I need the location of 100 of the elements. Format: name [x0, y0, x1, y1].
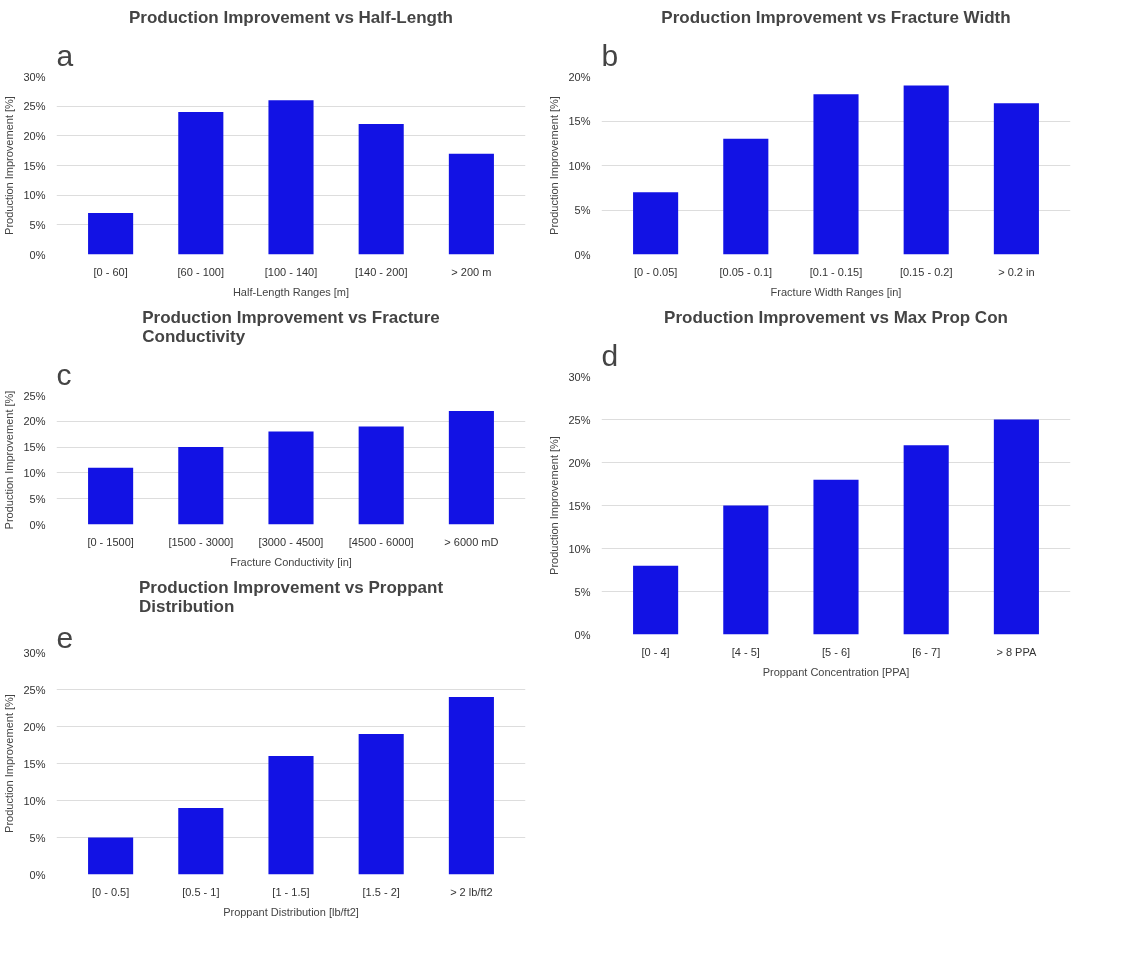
x-tick-label: [100 - 140]: [264, 265, 318, 278]
x-axis-title: Fracture Width Ranges [in]: [770, 285, 902, 298]
x-tick-label: > 8 PPA: [996, 645, 1037, 658]
y-tick-label: 5%: [574, 204, 591, 216]
y-tick-label: 10%: [23, 794, 46, 807]
x-tick-label: [0.1 - 0.15]: [809, 265, 863, 278]
bar: [448, 696, 494, 875]
x-axis-title: Proppant Concentration [PPA]: [762, 665, 910, 678]
text: c: [56, 357, 72, 391]
x-axis-title: Half-Length Ranges [m]: [232, 285, 350, 298]
y-tick-label: 5%: [29, 831, 46, 844]
chart-title: Production Improvement vs Fracture Width: [661, 7, 1011, 27]
text: b: [601, 38, 619, 72]
chart-title: Production Improvement vs Half-Length: [129, 7, 453, 27]
bar: [993, 419, 1039, 635]
y-tick-label: 15%: [23, 159, 46, 172]
x-tick-label: [4 - 5]: [731, 645, 760, 658]
x-tick-label: [140 - 200]: [354, 265, 408, 278]
x-tick-label: [0.05 - 0.1]: [719, 265, 773, 278]
y-tick-label: 5%: [29, 218, 46, 231]
y-axis-title: Production Improvement [%]: [548, 436, 561, 575]
y-tick-label: 20%: [23, 415, 46, 428]
y-tick-label: 5%: [574, 585, 591, 598]
x-tick-label: [0 - 0.5]: [91, 885, 130, 898]
y-tick-label: 0%: [29, 248, 46, 261]
bar: [633, 565, 679, 635]
y-tick-label: 30%: [23, 646, 46, 659]
y-axis-title: Production Improvement [%]: [3, 96, 16, 235]
x-tick-label: [6 - 7]: [912, 645, 941, 658]
bar: [178, 447, 224, 525]
y-tick-label: 30%: [23, 70, 46, 83]
y-tick-label: 5%: [29, 492, 46, 505]
x-tick-label: > 2 lb/ft2: [450, 885, 493, 898]
x-tick-label: [1500 - 3000]: [168, 535, 234, 548]
y-tick-label: 10%: [23, 189, 46, 202]
bar: [358, 733, 404, 875]
y-axis-title: Production Improvement [%]: [548, 96, 561, 235]
x-tick-label: [0 - 4]: [641, 645, 670, 658]
x-tick-label: [0.15 - 0.2]: [899, 265, 953, 278]
x-axis-title: Fracture Conductivity [in]: [230, 555, 352, 568]
bar: [993, 103, 1039, 255]
bar: [358, 426, 404, 525]
y-tick-label: 20%: [23, 720, 46, 733]
bar: [723, 505, 769, 635]
y-tick-label: 10%: [23, 466, 46, 479]
bar: [88, 467, 134, 525]
y-tick-label: 25%: [568, 413, 591, 426]
x-tick-label: > 6000 mD: [444, 535, 499, 548]
x-tick-label: [4500 - 6000]: [348, 535, 414, 548]
x-axis-title: Proppant Distribution [lb/ft2]: [223, 905, 359, 918]
bar: [813, 94, 859, 255]
x-tick-label: [1.5 - 2]: [362, 885, 400, 898]
x-tick-label: > 0.2 in: [998, 265, 1035, 278]
y-tick-label: 0%: [29, 518, 46, 531]
x-tick-label: [0 - 0.05]: [633, 265, 678, 278]
x-tick-label: [5 - 6]: [821, 645, 851, 658]
bar: [723, 138, 769, 255]
bar: [813, 479, 859, 635]
chart-title: Production Improvement vs Max Prop Con: [664, 307, 1008, 327]
y-tick-label: 15%: [23, 757, 46, 770]
bar: [903, 445, 949, 635]
x-tick-label: [60 - 100]: [177, 265, 225, 278]
x-tick-label: [0 - 60]: [93, 265, 128, 278]
y-tick-label: 10%: [568, 159, 591, 172]
bar: [88, 837, 134, 875]
y-tick-label: 0%: [574, 628, 591, 641]
bar: [178, 807, 224, 875]
bar: [903, 85, 949, 255]
y-tick-label: 15%: [568, 115, 591, 127]
chart-title: Production Improvement vs Fracture Conductivity: [142, 307, 440, 346]
x-tick-label: [0.5 - 1]: [182, 885, 220, 898]
bar: [448, 410, 494, 525]
chart-title: Production Improvement vs Proppant Distribution: [138, 577, 444, 616]
y-tick-label: 0%: [574, 248, 591, 261]
bar: [448, 153, 494, 255]
y-tick-label: 15%: [568, 499, 591, 512]
y-tick-label: 20%: [568, 70, 591, 83]
y-tick-label: 0%: [29, 868, 46, 881]
y-tick-label: 15%: [23, 441, 46, 454]
annotation: e: [56, 620, 74, 654]
y-tick-label: 10%: [568, 542, 591, 555]
bar: [268, 100, 314, 255]
y-tick-label: 20%: [568, 456, 591, 469]
text: d: [601, 338, 619, 372]
bar: [633, 192, 679, 255]
y-tick-label: 25%: [23, 100, 46, 113]
bar: [358, 123, 404, 255]
x-tick-label: [0 - 1500]: [87, 535, 134, 548]
y-tick-label: 25%: [23, 683, 46, 696]
y-tick-label: 25%: [23, 389, 46, 402]
bar: [178, 112, 224, 255]
y-axis-title: Production Improvement [%]: [3, 390, 16, 530]
x-tick-label: > 200 m: [451, 265, 492, 278]
y-tick-label: 30%: [568, 370, 591, 383]
text: a: [56, 38, 74, 72]
bar: [268, 756, 314, 875]
bar: [268, 431, 314, 525]
bar: [88, 212, 134, 255]
x-tick-label: [1 - 1.5]: [272, 885, 310, 898]
y-axis-title: Production Improvement [%]: [3, 694, 16, 833]
